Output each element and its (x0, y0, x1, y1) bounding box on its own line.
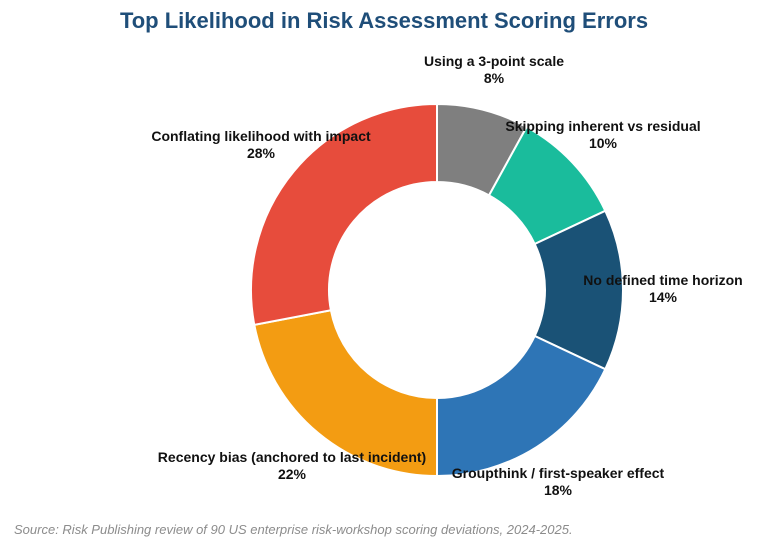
labels-group: Using a 3-point scale 8% Skipping inherent… (151, 53, 742, 498)
chart-title: Top Likelihood in Risk Assessment Scorin… (119, 8, 649, 33)
slice-category-label: Using a 3-point scale (424, 53, 564, 69)
slice-category-label: No defined time horizon (583, 272, 742, 288)
slice-value-label: 14% (649, 289, 678, 305)
slice-groupthink-first-speaker-effect (436, 334, 607, 478)
slice-label-groupthink-first-speaker-effect: Groupthink / first-speaker effect 18% (452, 465, 665, 498)
slice-value-label: 22% (278, 466, 307, 482)
slice-category-label: Groupthink / first-speaker effect (452, 465, 665, 481)
slice-value-label: 28% (247, 145, 276, 161)
slice-label-conflating-likelihood-with-impact: Conflating likelihood with impact 28% (151, 128, 371, 161)
source-note: Source: Risk Publishing review of 90 US … (14, 522, 573, 537)
slice-label-using-a-3-point-scale: Using a 3-point scale 8% (424, 53, 564, 86)
slices-group (250, 102, 624, 478)
slice-category-label: Conflating likelihood with impact (151, 128, 371, 144)
slice-conflating-likelihood-with-impact (250, 102, 438, 327)
slice-value-label: 10% (589, 135, 618, 151)
slice-category-label: Skipping inherent vs residual (505, 118, 700, 134)
slice-label-recency-bias-anchored-to-last-incident: Recency bias (anchored to last incident)… (158, 449, 426, 482)
slice-recency-bias-anchored-to-last-incident (253, 309, 438, 478)
slice-value-label: 18% (544, 482, 573, 498)
slice-category-label: Recency bias (anchored to last incident) (158, 449, 426, 465)
slice-value-label: 8% (484, 70, 505, 86)
slice-label-skipping-inherent-vs-residual: Skipping inherent vs residual 10% (505, 118, 700, 151)
slice-label-no-defined-time-horizon: No defined time horizon 14% (583, 272, 742, 305)
